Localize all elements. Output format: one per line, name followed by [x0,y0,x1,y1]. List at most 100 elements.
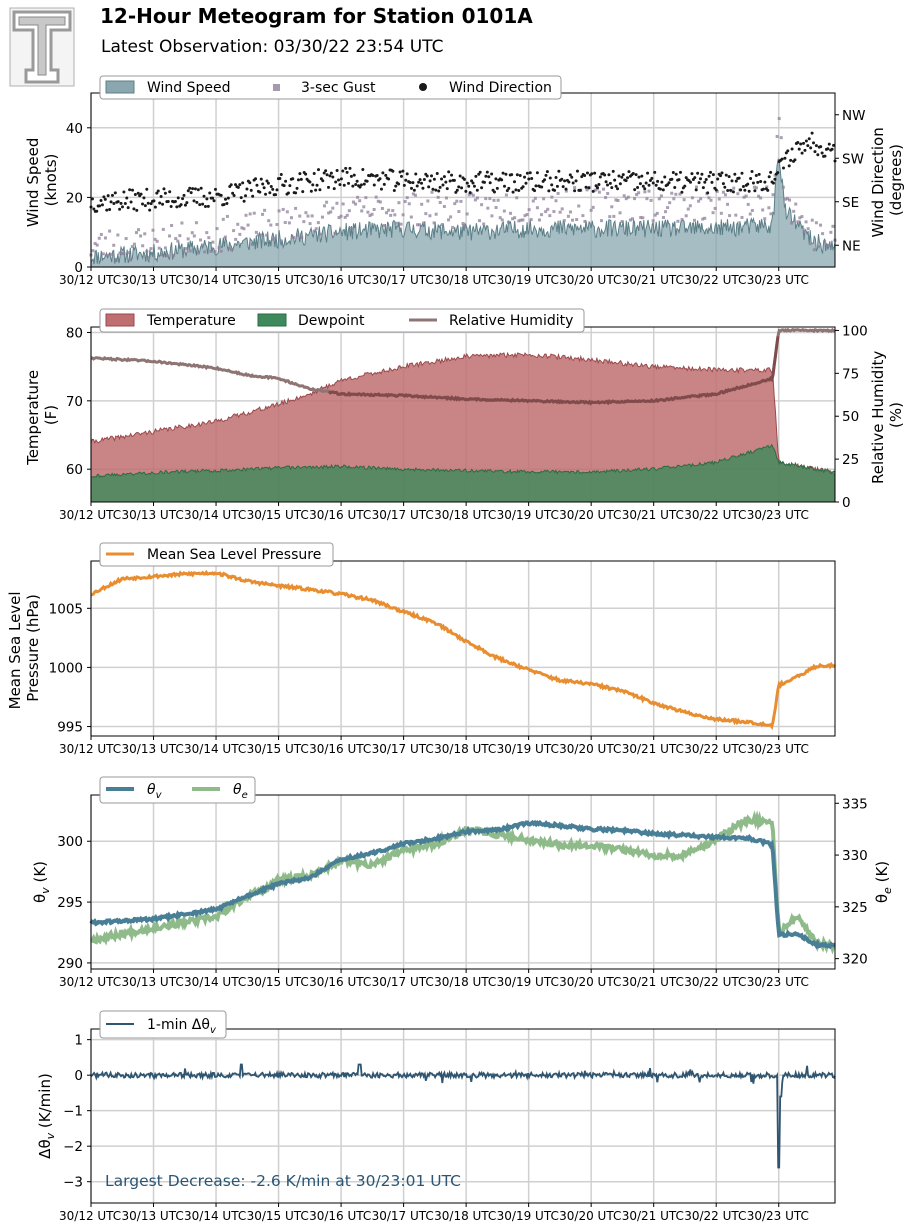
gust-point [535,206,539,210]
gust-point [314,227,318,231]
gust-point [511,217,515,221]
wind-direction-point [132,207,136,211]
wind-direction-point [734,179,738,183]
gust-point [395,221,399,225]
wind-direction-point [435,172,439,176]
wind-direction-point [644,181,648,185]
x-tick-label: 30/16 UTC [309,742,371,756]
gust-point [471,193,475,197]
gust-point [207,236,211,240]
wind-direction-point [189,191,193,195]
wind-legend: Wind Speed 3-sec Gust Wind Direction [99,75,562,100]
wind-direction-point [711,173,715,177]
gust-point [399,222,403,226]
gust-point [604,196,608,200]
wind-direction-point [142,196,146,200]
y-tick-label: 1000 [49,660,83,676]
gust-point [139,234,143,238]
wind-direction-point [129,200,133,204]
gust-point [655,211,659,215]
gust-point [385,211,389,215]
gust-point [161,227,165,231]
gust-point [630,217,634,221]
wind-direction-point [351,184,355,188]
gust-point [763,217,767,221]
wind-direction-point [198,203,202,207]
wind-direction-point [487,175,491,179]
gust-point [155,239,159,243]
gust-point [622,194,626,198]
x-tick-label: 30/17 UTC [372,273,434,287]
y-tick-label: −3 [63,1175,83,1191]
wind-direction-point [694,188,698,192]
gust-point [440,223,444,227]
gust-point [93,242,97,246]
gust-point [767,206,771,210]
gust-point [796,220,800,224]
gust-point [196,251,200,255]
gust-point [298,214,302,218]
gust-point [750,209,754,213]
wind-direction-point [773,177,777,181]
wind-direction-point [627,170,631,174]
x-tick-label: 30/14 UTC [184,975,246,989]
wind-direction-point [229,183,233,187]
wind-direction-point [312,172,316,176]
y2-tick-label: 320 [842,952,868,968]
wind-direction-point [485,170,489,174]
wind-direction-point [125,196,129,200]
y-tick-label: 1005 [49,601,83,617]
gust-point [358,199,362,203]
gust-point [186,237,190,241]
gust-point [449,215,453,219]
thermo-ylabel-line1: Temperature [24,370,42,466]
wind-direction-point [557,169,561,173]
wind-direction-point [816,153,820,157]
wind-direction-point [427,185,431,189]
x-tick-label: 30/18 UTC [434,742,496,756]
wind-direction-point [555,184,559,188]
wind-direction-point [401,169,405,173]
thermo-legend: Temperature Dewpoint Relative Humidity [99,308,585,333]
wind-direction-point [618,182,622,186]
y2-tick-label: SW [842,151,864,167]
wind-direction-point [188,186,192,190]
wind-direction-point [611,169,615,173]
gust-points [89,117,837,262]
wind-direction-point [571,181,575,185]
gust-point [376,199,380,203]
temperature-area [90,351,836,503]
wind-direction-point [271,187,275,191]
wind-direction-point [309,189,313,193]
wind-direction-point [318,188,322,192]
wind-direction-point [663,175,667,179]
wind-speed-area [90,158,836,268]
x-tick-label: 30/12 UTC [59,742,121,756]
gust-point [242,227,246,231]
x-tick-label: 30/17 UTC [372,508,434,522]
gust-point [374,195,378,199]
wind-direction-point [490,172,494,176]
wind-direction-point [528,171,532,175]
wind-direction-point [156,189,160,193]
wind-direction-point [232,194,236,198]
wind-direction-point [244,194,248,198]
wind-direction-point [181,197,185,201]
gust-point [95,243,99,247]
dewpoint-area [90,443,836,503]
wind-direction-point [92,207,96,211]
gust-point [664,210,668,214]
gust-point [715,189,719,193]
wind-direction-point [646,171,650,175]
wind-direction-point [604,180,608,184]
wind-direction-point [358,185,362,189]
wind-direction-point [245,187,249,191]
gust-point [341,202,345,206]
gust-point [798,216,802,220]
gust-point [577,204,581,208]
gust-point [370,212,374,216]
wind-direction-point [636,185,640,189]
gust-point [137,228,141,232]
wind-direction-point [697,181,701,185]
y2-tick-label: 335 [842,796,868,812]
